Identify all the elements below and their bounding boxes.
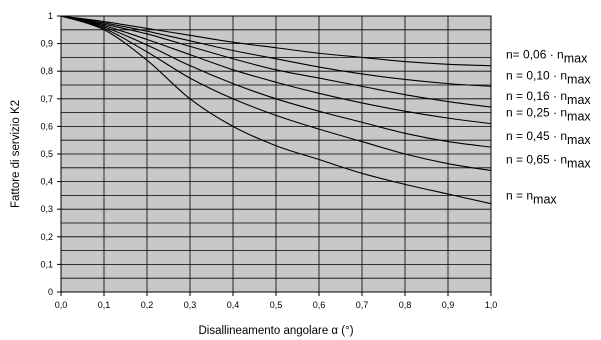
x-tick-label: 0,6 (313, 300, 326, 310)
x-tick-label: 1,0 (485, 300, 498, 310)
series-line-4 (60, 15, 492, 125)
series-line-5 (60, 15, 492, 148)
y-tick-label: 0,4 (40, 177, 53, 187)
series-label-3: n = 0,16 · nmax (506, 89, 591, 107)
series-label-5: n = 0,45 · nmax (506, 129, 591, 147)
y-tick-label: 0,2 (40, 232, 53, 242)
y-tick-label: 0,5 (40, 149, 53, 159)
y-axis-title: Fattore di servizio K2 (10, 100, 22, 208)
y-tick-label: 0,3 (40, 204, 53, 214)
x-tick-label: 0,2 (141, 300, 154, 310)
series-line-2 (60, 15, 492, 87)
y-tick-label: 0,8 (40, 66, 53, 76)
series-line-1 (60, 15, 492, 67)
series-label-2: n = 0,10 · nmax (506, 68, 591, 86)
x-tick-label: 0,1 (98, 300, 111, 310)
x-tick-label: 0,4 (227, 300, 240, 310)
series-label-6: n = 0,65 · nmax (506, 153, 591, 171)
y-axis-ticks: 0 0,1 0,2 0,3 0,4 0,5 0,6 0,7 0,8 0,9 1 (40, 11, 61, 297)
x-axis-title: Disallineamento angolare α (°) (198, 325, 353, 337)
series-label-4: n = 0,25 · nmax (506, 106, 591, 124)
x-axis-ticks: 0,0 0,1 0,2 0,3 0,4 0,5 0,6 0,7 0,8 0,9 1,0 (55, 292, 498, 310)
y-tick-label: 0,9 (40, 39, 53, 49)
series-line-3 (60, 15, 492, 108)
series-line-7 (60, 15, 492, 205)
series-lines (60, 15, 492, 205)
y-tick-label: 1 (48, 11, 53, 21)
x-tick-label: 0,7 (356, 300, 369, 310)
x-tick-label: 0,9 (442, 300, 455, 310)
x-tick-label: 0,5 (270, 300, 283, 310)
y-tick-label: 0,1 (40, 259, 53, 269)
x-tick-label: 0,8 (399, 300, 412, 310)
gridlines (61, 16, 491, 292)
series-label-7: n = nmax (506, 189, 557, 207)
y-tick-label: 0,6 (40, 121, 53, 131)
series-line-6 (60, 15, 492, 172)
x-tick-label: 0,3 (184, 300, 197, 310)
x-tick-label: 0,0 (55, 300, 68, 310)
series-labels: n= 0,06 · nmax n = 0,10 · nmax n = 0,16 · … (506, 48, 591, 207)
y-tick-label: 0,7 (40, 94, 53, 104)
y-tick-label: 0 (48, 287, 53, 297)
series-label-1: n= 0,06 · nmax (506, 48, 588, 66)
